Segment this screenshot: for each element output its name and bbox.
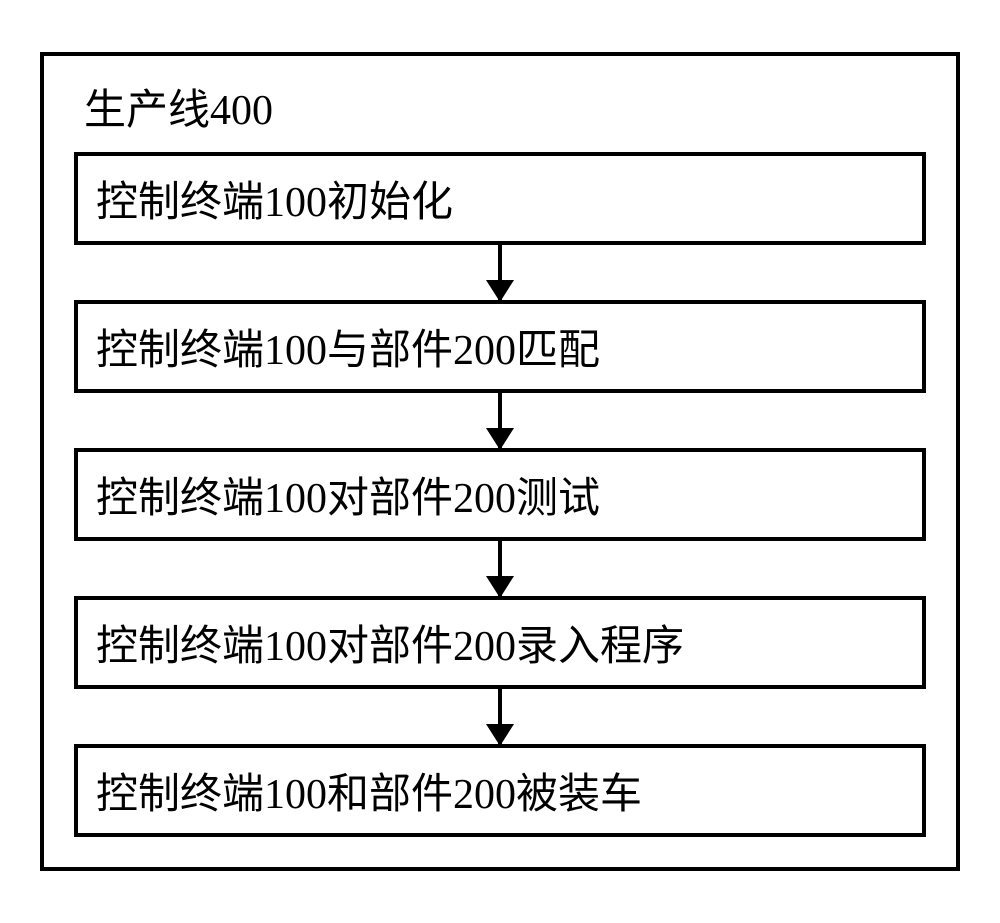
arrow-3 [74, 541, 926, 596]
arrow-1 [74, 245, 926, 300]
flow-step-5: 控制终端100和部件200被装车 [74, 744, 926, 837]
flow-step-2: 控制终端100与部件200匹配 [74, 300, 926, 393]
flowchart-container: 生产线400 控制终端100初始化 控制终端100与部件200匹配 控制终端10… [40, 52, 960, 871]
arrow-2 [74, 393, 926, 448]
flowchart-title: 生产线400 [84, 76, 926, 137]
flow-step-4: 控制终端100对部件200录入程序 [74, 596, 926, 689]
flow-step-3: 控制终端100对部件200测试 [74, 448, 926, 541]
flow-step-1: 控制终端100初始化 [74, 152, 926, 245]
arrow-4 [74, 689, 926, 744]
